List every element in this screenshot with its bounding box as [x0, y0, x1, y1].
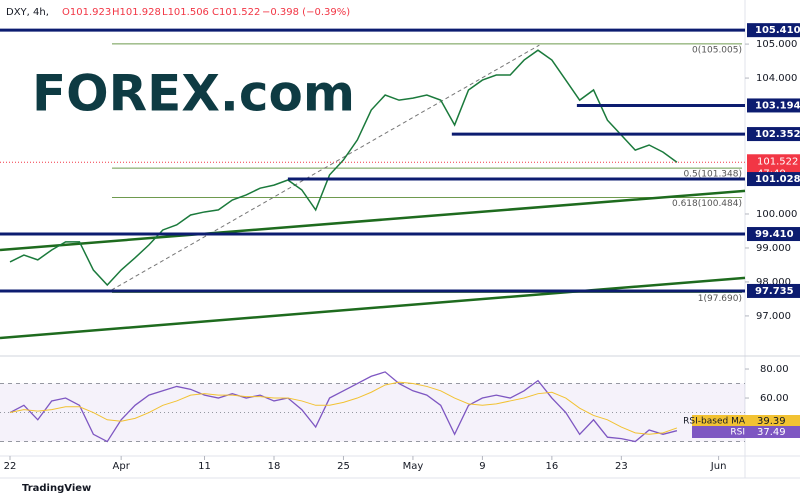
- x-tick-label: Jun: [710, 461, 727, 472]
- level-label: 103.194: [755, 100, 800, 111]
- level-label: 99.410: [755, 229, 794, 240]
- level-box: [747, 98, 800, 113]
- level-box: [747, 227, 800, 242]
- y-tick-label: 80.00: [760, 364, 789, 375]
- rsi-value: 39.39: [757, 416, 786, 427]
- open: O101.923: [62, 7, 111, 18]
- rsi-line: [9, 381, 678, 435]
- y-tick-label: 105.000: [756, 39, 797, 50]
- level-box: [747, 172, 800, 187]
- brand-logo: FOREX.com: [32, 65, 355, 123]
- change: −0.398 (−0.39%): [262, 7, 350, 18]
- rsi-value-box: [747, 415, 800, 427]
- low: L101.506: [162, 7, 209, 18]
- rsi-value: 37.49: [757, 427, 786, 438]
- fib-label: 0(105.005): [692, 45, 742, 55]
- y-tick-label: 97.000: [756, 311, 791, 322]
- rsi-name-box: [692, 426, 747, 438]
- x-tick-label: 22: [4, 461, 17, 472]
- trendline: [0, 189, 746, 252]
- fib-label: 0.618(100.484): [672, 199, 742, 209]
- x-tick-label: 23: [615, 461, 628, 472]
- rsi-name: RSI-based MA: [683, 417, 746, 427]
- x-tick-label: May: [403, 461, 424, 472]
- y-tick-label: 98.000: [756, 277, 791, 288]
- trendline: [0, 276, 746, 340]
- fib-diagonal: [111, 44, 540, 291]
- footer-brand: TradingView: [22, 483, 91, 494]
- price-line: [9, 49, 678, 287]
- level-box: [747, 283, 800, 298]
- high: H101.928: [112, 7, 161, 18]
- level-label: 97.735: [755, 286, 794, 297]
- rsi-name-box: [692, 415, 747, 427]
- close: C101.522: [212, 7, 260, 18]
- rsi-name: RSI: [730, 428, 745, 438]
- y-tick-label: 60.00: [760, 393, 789, 404]
- x-tick-label: 25: [337, 461, 350, 472]
- x-tick-label: 9: [479, 461, 485, 472]
- level-label: 101.028: [755, 174, 800, 185]
- rsi-line: [9, 371, 678, 443]
- x-tick-label: 11: [198, 461, 211, 472]
- level-box: [747, 127, 800, 142]
- level-box: [747, 23, 800, 38]
- x-tick-label: 16: [546, 461, 559, 472]
- level-label: 102.352: [755, 129, 800, 140]
- y-tick-label: 99.000: [756, 243, 791, 254]
- y-tick-label: 104.000: [756, 73, 797, 84]
- level-label: 105.410: [755, 25, 800, 36]
- x-tick-label: 18: [268, 461, 281, 472]
- current-price-label: 101.522: [757, 156, 798, 167]
- y-tick-label: 100.000: [756, 209, 797, 220]
- fib-label: 1(97.690): [698, 294, 742, 304]
- fib-label: 0.5(101.348): [683, 170, 742, 180]
- rsi-value-box: [747, 426, 800, 438]
- x-tick-label: Apr: [113, 461, 131, 472]
- symbol: DXY, 4h,: [6, 7, 49, 18]
